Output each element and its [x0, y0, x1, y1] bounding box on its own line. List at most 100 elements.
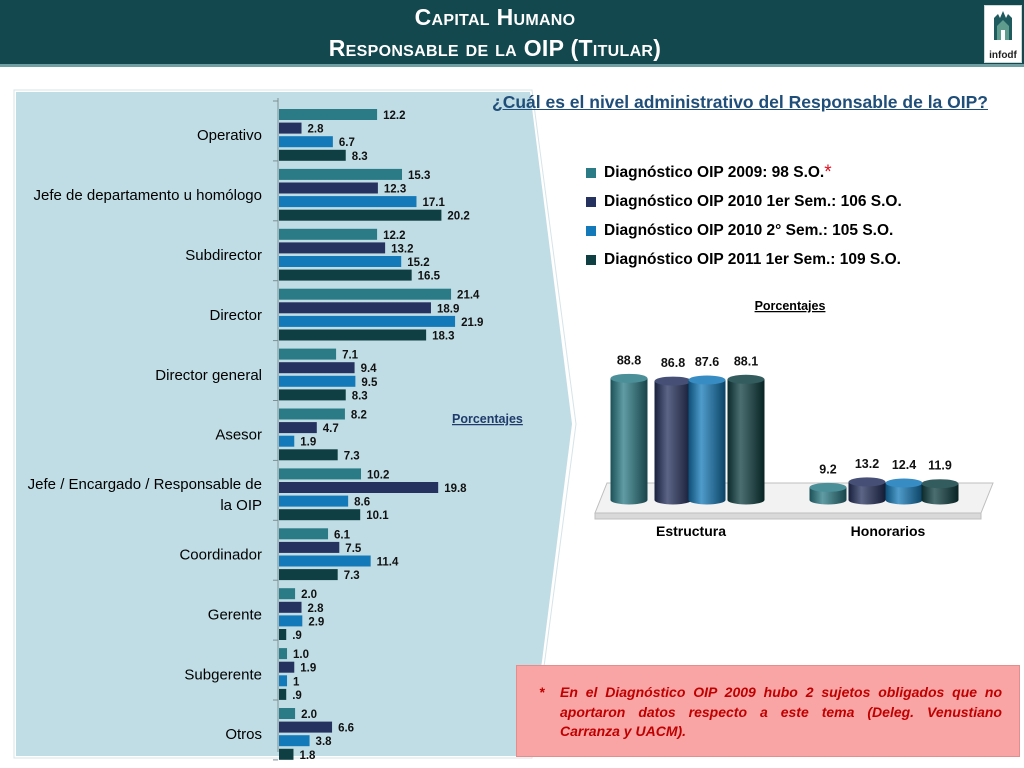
data-label: 17.1: [422, 197, 445, 209]
data-label: 16.5: [418, 271, 441, 283]
page-title: Capital Humano: [414, 4, 576, 30]
bar: [279, 735, 310, 747]
logo-text: infodf: [989, 50, 1017, 61]
cylinder-bar: [610, 373, 648, 505]
logo-emblem-icon: [985, 6, 1021, 46]
header-bar: Capital Humano Responsable de la OIP (Ti…: [0, 0, 1024, 67]
bar: [279, 256, 402, 267]
data-label: 86.8: [661, 356, 685, 370]
category-label: Jefe / Encargado / Responsable de: [28, 476, 262, 493]
data-label: 10.2: [367, 469, 389, 481]
legend-asterisk: *: [824, 161, 832, 183]
data-label: 13.2: [391, 243, 413, 255]
cylinder-bar: [848, 477, 886, 505]
data-label: 7.1: [342, 350, 359, 362]
data-label: 8.3: [352, 390, 368, 402]
data-label: 10.1: [366, 510, 389, 522]
cylinder-bar: [727, 374, 765, 505]
data-label: 1.9: [300, 437, 316, 449]
data-label: 2.9: [308, 616, 324, 628]
data-label: 7.3: [344, 570, 360, 582]
data-label: 6.1: [334, 529, 351, 541]
category-label: Otros: [225, 726, 262, 743]
data-label: 13.2: [855, 457, 879, 471]
cylinder-body: [688, 379, 726, 505]
cylinder-top: [885, 478, 923, 488]
data-label: 21.4: [457, 290, 480, 302]
bar: [279, 528, 329, 540]
cylinder-body: [885, 483, 923, 505]
cylinder-bar: [885, 478, 923, 505]
bar: [279, 168, 403, 180]
bar: [279, 449, 338, 461]
data-label: 12.3: [384, 184, 406, 196]
legend-swatch: [586, 225, 596, 236]
bar: [279, 408, 345, 420]
bar: [279, 629, 287, 640]
bar: [279, 708, 296, 719]
cylinder-body: [848, 481, 886, 505]
bar: [279, 348, 337, 360]
category-label: la OIP: [220, 497, 262, 514]
bar: [279, 375, 356, 387]
category-label: Director general: [155, 367, 262, 384]
bar: [279, 136, 333, 148]
bar: [279, 269, 412, 281]
bar: [279, 389, 346, 401]
cylinder-top: [848, 477, 886, 487]
data-label: 19.8: [444, 483, 467, 495]
bar: [279, 482, 439, 493]
bar: [279, 196, 417, 208]
bar: [279, 648, 288, 660]
category-label: Subdirector: [185, 247, 262, 264]
infodf-logo: infodf: [984, 5, 1022, 63]
bar: [279, 495, 349, 507]
data-label: 4.7: [323, 423, 339, 435]
cylinder-bar: [688, 375, 726, 505]
bar: [279, 601, 302, 613]
cylinder-top: [610, 373, 648, 383]
category-label: Estructura: [656, 523, 726, 539]
cylinder-body: [921, 483, 959, 505]
cylinder-top: [921, 479, 959, 489]
legend-item: Diagnóstico OIP 2010 1er Sem.: 106 S.O.: [586, 187, 902, 216]
data-label: 7.5: [345, 543, 362, 555]
bar: [279, 468, 362, 480]
category-label: Asesor: [215, 427, 262, 444]
chart-floor-edge: [594, 512, 982, 520]
bar: [279, 228, 378, 240]
cylinder-top: [809, 482, 847, 492]
bar: [279, 422, 317, 434]
footnote-asterisk: *: [539, 684, 545, 700]
category-label: Subgerente: [184, 666, 262, 683]
bar: [279, 748, 294, 760]
cylinder-top: [727, 374, 765, 384]
data-label: 18.3: [432, 331, 454, 343]
data-label: 2.0: [301, 589, 317, 601]
bar: [279, 242, 386, 254]
bar: [279, 721, 333, 733]
category-label: Operativo: [197, 127, 262, 144]
cylinder-bar: [921, 479, 959, 505]
cylinder-body: [727, 379, 765, 505]
data-label: 9.4: [361, 363, 378, 375]
data-label: 2.0: [301, 709, 317, 721]
footnote-box: * En el Diagnóstico OIP 2009 hubo 2 suje…: [516, 665, 1020, 757]
data-label: 12.2: [383, 230, 405, 242]
data-label: 21.9: [461, 317, 483, 329]
cylinder-body: [610, 378, 648, 505]
bar: [279, 122, 302, 134]
legend-label: Diagnóstico OIP 2010 1er Sem.: 106 S.O.: [604, 192, 902, 210]
bar: [279, 435, 295, 447]
data-label: 20.2: [447, 211, 469, 223]
data-label: 6.6: [338, 723, 354, 735]
data-label: 2.8: [308, 124, 325, 136]
footnote-text: En el Diagnóstico OIP 2009 hubo 2 sujeto…: [560, 684, 1002, 739]
category-label: Gerente: [208, 606, 262, 623]
bar: [279, 569, 338, 581]
data-label: .9: [292, 690, 302, 702]
bar: [279, 109, 378, 120]
category-label: Coordinador: [179, 547, 262, 564]
bar: [279, 615, 303, 627]
legend-item: Diagnóstico OIP 2009: 98 S.O. *: [586, 158, 902, 187]
